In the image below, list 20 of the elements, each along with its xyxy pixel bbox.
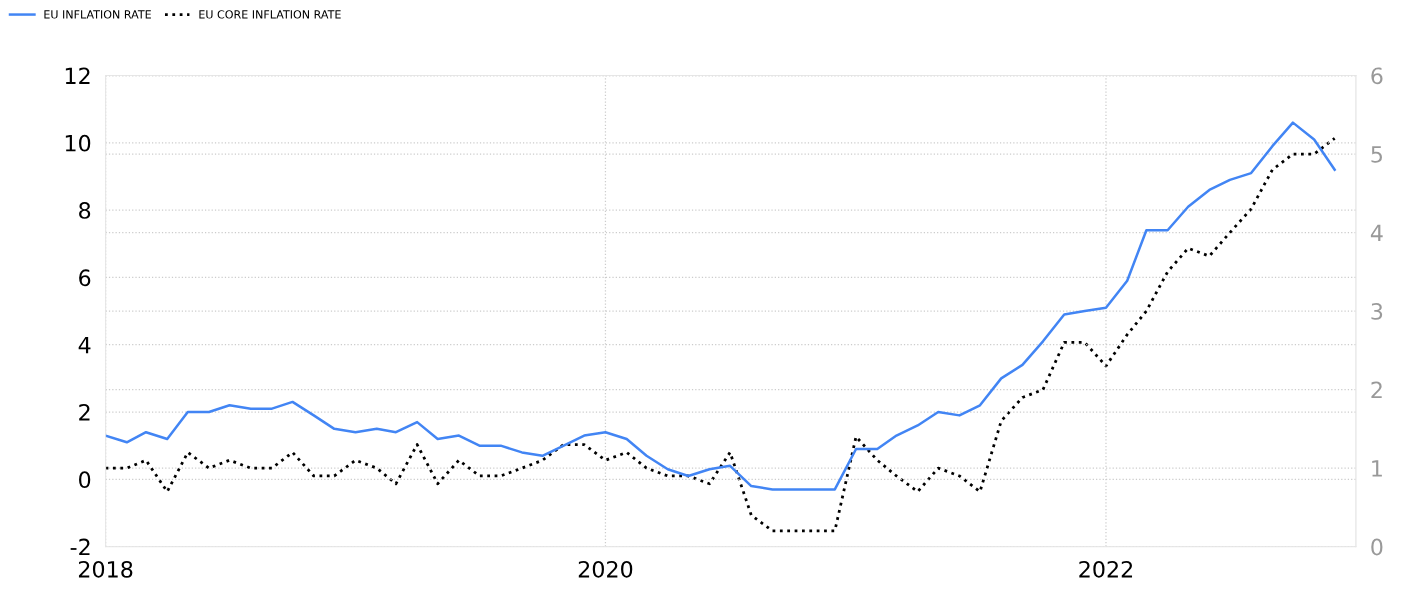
y-tick-label: 4 <box>78 336 91 354</box>
y-tick-label: 10 <box>65 134 91 152</box>
y-tick-label: -2 <box>70 538 90 556</box>
y2-tick-label: 2 <box>1371 381 1382 399</box>
y2-tick-label: 4 <box>1370 224 1383 241</box>
x-tick-label: 2018 <box>78 560 133 578</box>
legend-label: EU INFLATION RATE <box>44 10 151 19</box>
y2-tick-label: 1 <box>1372 460 1382 477</box>
x-tick-label: 2022 <box>1079 560 1133 578</box>
y2-tick-label: 5 <box>1371 146 1382 163</box>
y-tick-label: 2 <box>79 403 90 421</box>
x-tick-label: 2020 <box>578 560 633 578</box>
y2-tick-label: 0 <box>1371 538 1383 556</box>
y-tick-label: 12 <box>65 67 90 84</box>
y-tick-label: 0 <box>79 471 91 489</box>
y2-tick-label: 3 <box>1371 303 1383 320</box>
y-tick-label: 6 <box>79 269 91 287</box>
y2-tick-label: 6 <box>1371 67 1383 85</box>
y-tick-label: 8 <box>79 202 91 219</box>
legend-label: EU CORE INFLATION RATE <box>199 10 341 19</box>
